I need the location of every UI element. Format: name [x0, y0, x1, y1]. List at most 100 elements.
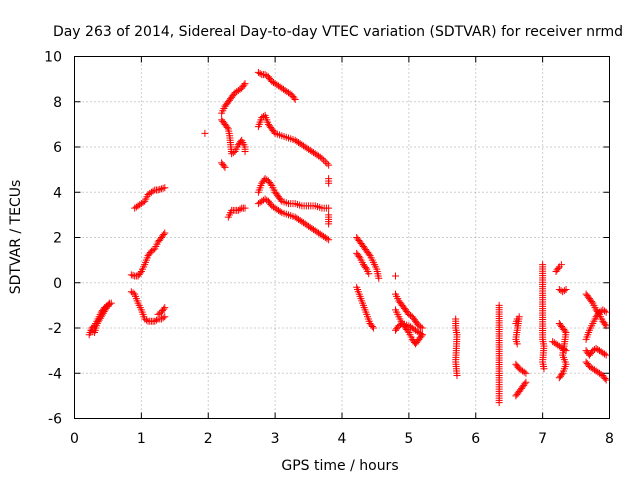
data-point: [404, 327, 412, 335]
data-point: [602, 322, 610, 330]
data-point: [325, 220, 333, 228]
x-tick-label: 3: [271, 431, 280, 447]
data-point: [276, 207, 284, 215]
data-point: [325, 161, 333, 169]
data-point: [152, 316, 160, 324]
data-point: [220, 162, 228, 170]
data-point: [241, 204, 249, 212]
data-point: [418, 331, 426, 339]
data-point: [156, 185, 164, 193]
x-axis-title: GPS time / hours: [281, 458, 398, 474]
y-tick-label: 4: [53, 185, 62, 201]
data-point: [159, 184, 167, 192]
data-point: [142, 316, 150, 324]
data-point: [127, 271, 135, 279]
data-point: [160, 230, 168, 238]
data-point: [129, 271, 137, 279]
data-point: [556, 372, 564, 380]
x-tick-label: 8: [605, 431, 614, 447]
data-point: [554, 264, 562, 272]
data-point: [240, 81, 248, 89]
data-point: [325, 179, 333, 187]
x-tick-label: 0: [70, 431, 79, 447]
data-point: [453, 372, 461, 380]
plot-frame: [74, 56, 610, 419]
y-tick-labels: -6 -4 -2 0 2 4 6 8 10: [44, 50, 62, 428]
data-point: [602, 308, 610, 316]
data-point: [602, 376, 610, 384]
data-point: [522, 378, 530, 386]
data-point: [223, 123, 231, 131]
data-point: [236, 205, 244, 213]
y-tick-label: 2: [53, 231, 62, 247]
y-tick-label: -2: [48, 321, 62, 337]
data-point: [241, 80, 249, 88]
data-point: [588, 298, 596, 306]
data-point: [154, 186, 162, 194]
data-point: [561, 327, 569, 335]
data-point: [149, 187, 157, 195]
data-point: [241, 148, 249, 156]
data-point: [318, 154, 326, 162]
x-tick-label: 1: [137, 431, 146, 447]
data-point: [323, 235, 331, 243]
data-point: [161, 229, 169, 237]
data-point: [267, 180, 275, 188]
data-point: [557, 261, 565, 269]
data-point: [369, 324, 377, 332]
data-point: [601, 375, 609, 383]
x-tick-label: 2: [204, 431, 213, 447]
data-point: [560, 287, 568, 295]
data-point: [555, 374, 563, 382]
data-point: [157, 185, 165, 193]
data-point: [540, 365, 548, 373]
x-tick-label: 6: [471, 431, 480, 447]
data-point: [362, 264, 370, 272]
x-tick-labels: 0 1 2 3 4 5 6 7 8: [70, 431, 614, 447]
data-point: [368, 322, 376, 330]
data-point: [600, 307, 608, 315]
chart-title: Day 263 of 2014, Sidereal Day-to-day VTE…: [53, 24, 623, 40]
data-point: [417, 330, 425, 338]
x-tick-label: 4: [338, 431, 347, 447]
data-point: [521, 380, 529, 388]
y-tick-label: -6: [48, 412, 62, 428]
y-tick-label: -4: [48, 366, 62, 382]
grid: [74, 56, 610, 419]
data-point: [375, 274, 383, 282]
data-point: [321, 158, 329, 166]
x-tick-label: 5: [404, 431, 413, 447]
data-point: [159, 314, 167, 322]
data-point: [256, 69, 264, 77]
x-tick-label: 7: [538, 431, 547, 447]
y-tick-label: 6: [53, 140, 62, 156]
data-point: [602, 351, 610, 359]
data-point: [520, 368, 528, 376]
data-point: [365, 250, 373, 258]
data-point: [325, 236, 333, 244]
data-point: [104, 301, 112, 309]
data-point: [417, 323, 425, 331]
data-point: [392, 272, 399, 280]
data-point: [161, 304, 169, 312]
data-point: [522, 369, 530, 377]
data-point: [160, 305, 168, 313]
data-point: [161, 313, 169, 321]
data-point: [418, 324, 426, 332]
data-point: [291, 95, 299, 103]
data-point: [562, 286, 570, 294]
data-point: [325, 204, 333, 212]
data-point: [221, 163, 229, 171]
y-tick-label: 0: [53, 276, 62, 292]
data-point: [136, 269, 144, 277]
data-point: [365, 270, 373, 278]
data-point: [290, 94, 298, 102]
data-point: [513, 340, 521, 348]
data-point: [320, 156, 328, 164]
data-point: [161, 184, 169, 192]
y-tick-label: 8: [53, 95, 62, 111]
data-point: [201, 129, 209, 137]
data-point: [323, 159, 331, 167]
data-point: [495, 399, 503, 407]
